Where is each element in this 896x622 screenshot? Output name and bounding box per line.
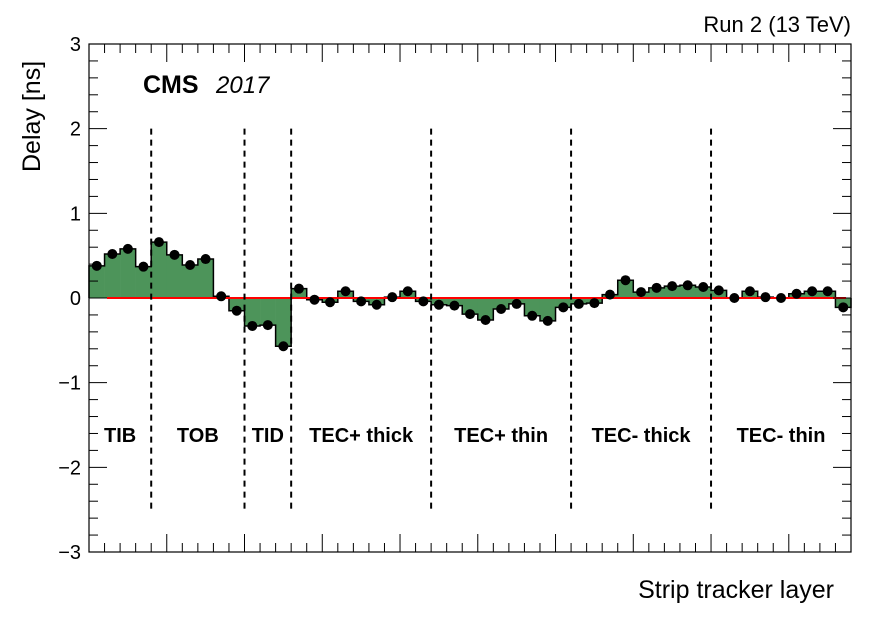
data-point <box>325 297 336 308</box>
data-point <box>465 309 475 320</box>
data-point <box>744 286 755 297</box>
bar <box>104 253 121 298</box>
data-point <box>371 299 382 310</box>
data-point <box>216 291 227 302</box>
y-tick-label: 3 <box>70 34 81 56</box>
data-point <box>138 261 149 272</box>
bar <box>120 248 136 298</box>
data-point <box>776 293 787 303</box>
bar <box>260 298 276 326</box>
data-point <box>91 260 102 271</box>
data-point <box>107 248 118 259</box>
data-point <box>480 315 491 326</box>
axis-ticks: 3 2 1 0 −1 −2 −3 <box>58 34 852 564</box>
y-tick-label: −3 <box>58 542 81 564</box>
data-point <box>589 298 600 309</box>
y-axis-label: Delay [ns] <box>18 61 46 172</box>
bar <box>648 287 665 298</box>
data-point <box>247 320 258 331</box>
bar <box>477 298 494 321</box>
data-point <box>822 286 833 297</box>
x-axis-label: Strip tracker layer <box>638 576 834 604</box>
region-label: TEC- thin <box>737 425 826 447</box>
data-point <box>418 296 429 307</box>
region-labels: TIB TOB TID TEC+ thick TEC+ thin TEC- thick TE… <box>104 425 825 447</box>
bar <box>275 298 292 347</box>
data-point <box>698 281 709 292</box>
data-point <box>200 254 211 265</box>
data-point <box>262 320 273 331</box>
bar <box>151 242 168 298</box>
y-tick-label: −1 <box>58 373 81 395</box>
data-point <box>558 302 569 313</box>
y-tick-label: −2 <box>58 457 81 479</box>
data-point <box>169 249 180 260</box>
data-point <box>713 285 724 296</box>
bar <box>462 298 479 315</box>
data-point <box>278 341 289 352</box>
bar <box>197 259 214 298</box>
data-point <box>433 299 444 310</box>
y-tick-label: 1 <box>70 203 81 225</box>
data-point <box>620 275 631 286</box>
data-point <box>231 305 242 316</box>
bar <box>182 264 199 298</box>
y-tick-label: 0 <box>70 288 81 310</box>
data-point <box>636 287 647 298</box>
region-label: TIB <box>104 425 136 447</box>
bar <box>664 286 681 298</box>
title: Run 2 (13 TeV) <box>703 12 851 37</box>
bar <box>617 280 634 298</box>
data-point <box>542 315 553 326</box>
bar <box>493 298 510 310</box>
data-point <box>387 292 398 303</box>
data-point <box>122 243 133 254</box>
bar <box>135 266 152 298</box>
data-point <box>667 281 678 292</box>
region-dividers <box>150 128 713 510</box>
data-point <box>604 289 615 300</box>
region-label: TOB <box>177 425 219 447</box>
region-label: TEC+ thin <box>454 425 548 447</box>
region-label: TID <box>252 425 284 447</box>
data-point <box>340 286 351 297</box>
data-point <box>402 286 413 297</box>
data-point <box>449 300 460 311</box>
data-point <box>651 282 662 293</box>
data-point <box>807 286 818 297</box>
region-label: TEC+ thick <box>309 425 414 447</box>
data-point <box>760 292 771 303</box>
data-point <box>511 298 522 309</box>
data-points <box>91 237 849 352</box>
bar <box>539 298 556 321</box>
data-point <box>838 302 849 313</box>
data-point <box>791 288 802 299</box>
bar <box>89 265 105 298</box>
data-point <box>573 298 584 309</box>
data-point <box>153 237 164 248</box>
year-label: 2017 <box>215 72 271 99</box>
data-point <box>682 280 693 291</box>
data-point <box>356 296 367 307</box>
data-point <box>496 304 507 315</box>
bar <box>524 298 541 316</box>
data-point <box>527 310 538 321</box>
y-tick-label: 2 <box>70 119 81 141</box>
data-point <box>293 283 304 294</box>
data-point <box>185 259 196 270</box>
cms-label: CMS <box>143 71 199 99</box>
region-label: TEC- thick <box>592 425 692 447</box>
data-point <box>729 293 740 303</box>
bar <box>695 286 712 298</box>
data-point <box>309 294 320 305</box>
bar <box>244 298 261 326</box>
bar <box>166 254 183 298</box>
